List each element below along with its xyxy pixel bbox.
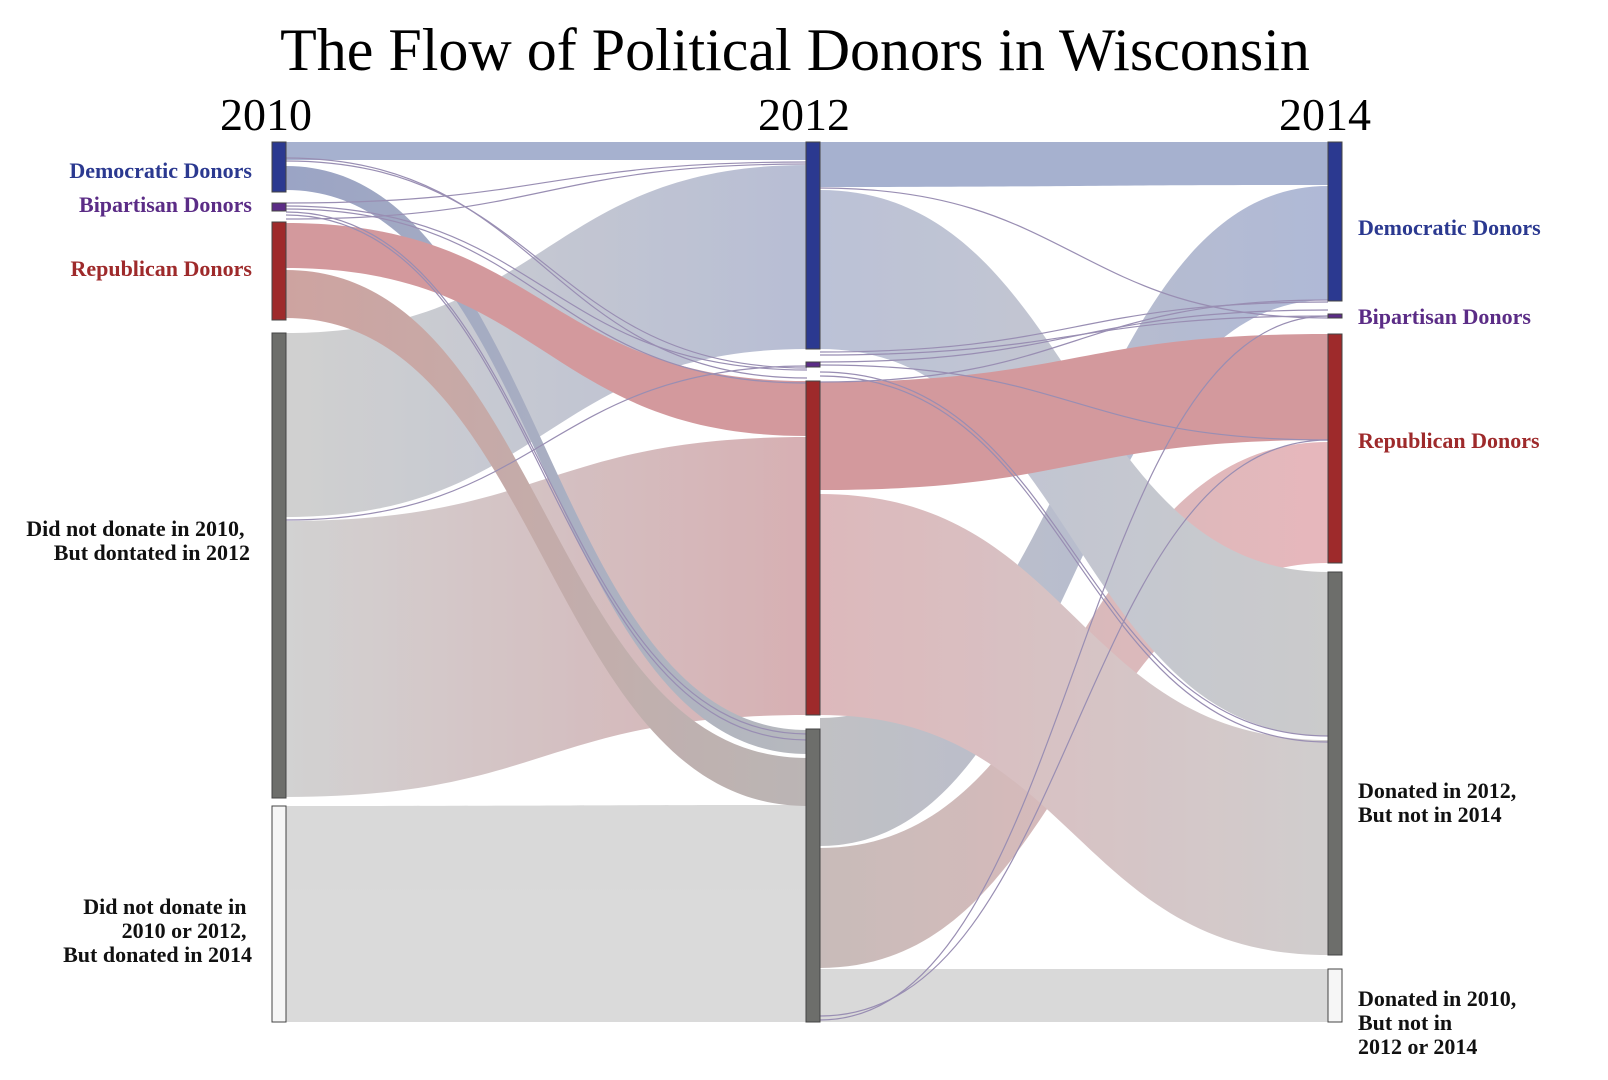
flow-new-2014-band xyxy=(286,805,807,1022)
node-2012-republican xyxy=(805,380,821,716)
node-2010-democratic xyxy=(271,141,287,193)
node-2014-democratic xyxy=(1327,141,1343,302)
label-2014-democratic: Democratic Donors xyxy=(1358,215,1541,240)
node-2014-republican xyxy=(1327,333,1343,564)
flow-republican-to-dropped-2014 xyxy=(820,494,1328,955)
node-2014-dropped-2012 xyxy=(1327,968,1343,1023)
flow-democratic-to-democratic-2014 xyxy=(820,142,1328,187)
year-label-2010: 2010 xyxy=(220,89,312,140)
node-2010-new-2014 xyxy=(271,805,287,1023)
node-2010-bipartisan xyxy=(271,202,287,212)
node-2012-democratic xyxy=(805,141,821,350)
label-2010-new-2012: Did not donate in 2010, But dontated in … xyxy=(26,516,250,565)
label-2010-democratic: Democratic Donors xyxy=(69,158,252,183)
label-2010-republican: Republican Donors xyxy=(70,256,252,281)
node-2012-non xyxy=(805,728,821,1023)
label-2014-bipartisan: Bipartisan Donors xyxy=(1358,304,1531,329)
year-label-2012: 2012 xyxy=(758,89,850,140)
node-2012-bipartisan xyxy=(805,361,821,368)
nodes-2014 xyxy=(1327,141,1343,1023)
chart-title: The Flow of Political Donors in Wisconsi… xyxy=(280,17,1310,83)
flow-thin-strands-2012 xyxy=(819,187,1329,1021)
flows-2012-2014 xyxy=(819,142,1329,1022)
flows-2010-2012 xyxy=(285,142,808,1022)
label-2010-bipartisan: Bipartisan Donors xyxy=(79,192,252,217)
node-2014-bipartisan xyxy=(1327,313,1343,319)
nodes-2010 xyxy=(271,141,287,1023)
flow-republican-to-non-2012 xyxy=(286,270,807,806)
label-2010-new-2014: Did not donate in 2010 or 2012, But dona… xyxy=(63,894,252,967)
node-2010-new-2012 xyxy=(271,332,287,799)
flow-thin-strands-2010 xyxy=(285,157,808,741)
label-2014-dropped-2014: Donated in 2012, But not in 2014 xyxy=(1358,778,1522,827)
year-label-2014: 2014 xyxy=(1279,89,1371,140)
flow-democratic-to-non-2012 xyxy=(286,166,807,754)
label-2014-republican: Republican Donors xyxy=(1358,428,1540,453)
flow-non-to-dropped-2010 xyxy=(820,969,1328,1022)
node-2010-republican xyxy=(271,221,287,321)
nodes-2012 xyxy=(805,141,821,1023)
node-2014-dropped-2014 xyxy=(1327,571,1343,956)
label-2014-dropped-2012: Donated in 2010, But not in 2012 or 2014 xyxy=(1358,986,1522,1059)
flow-republican-to-republican-2014 xyxy=(820,334,1328,490)
flow-democratic-to-democratic-2012 xyxy=(286,142,807,160)
